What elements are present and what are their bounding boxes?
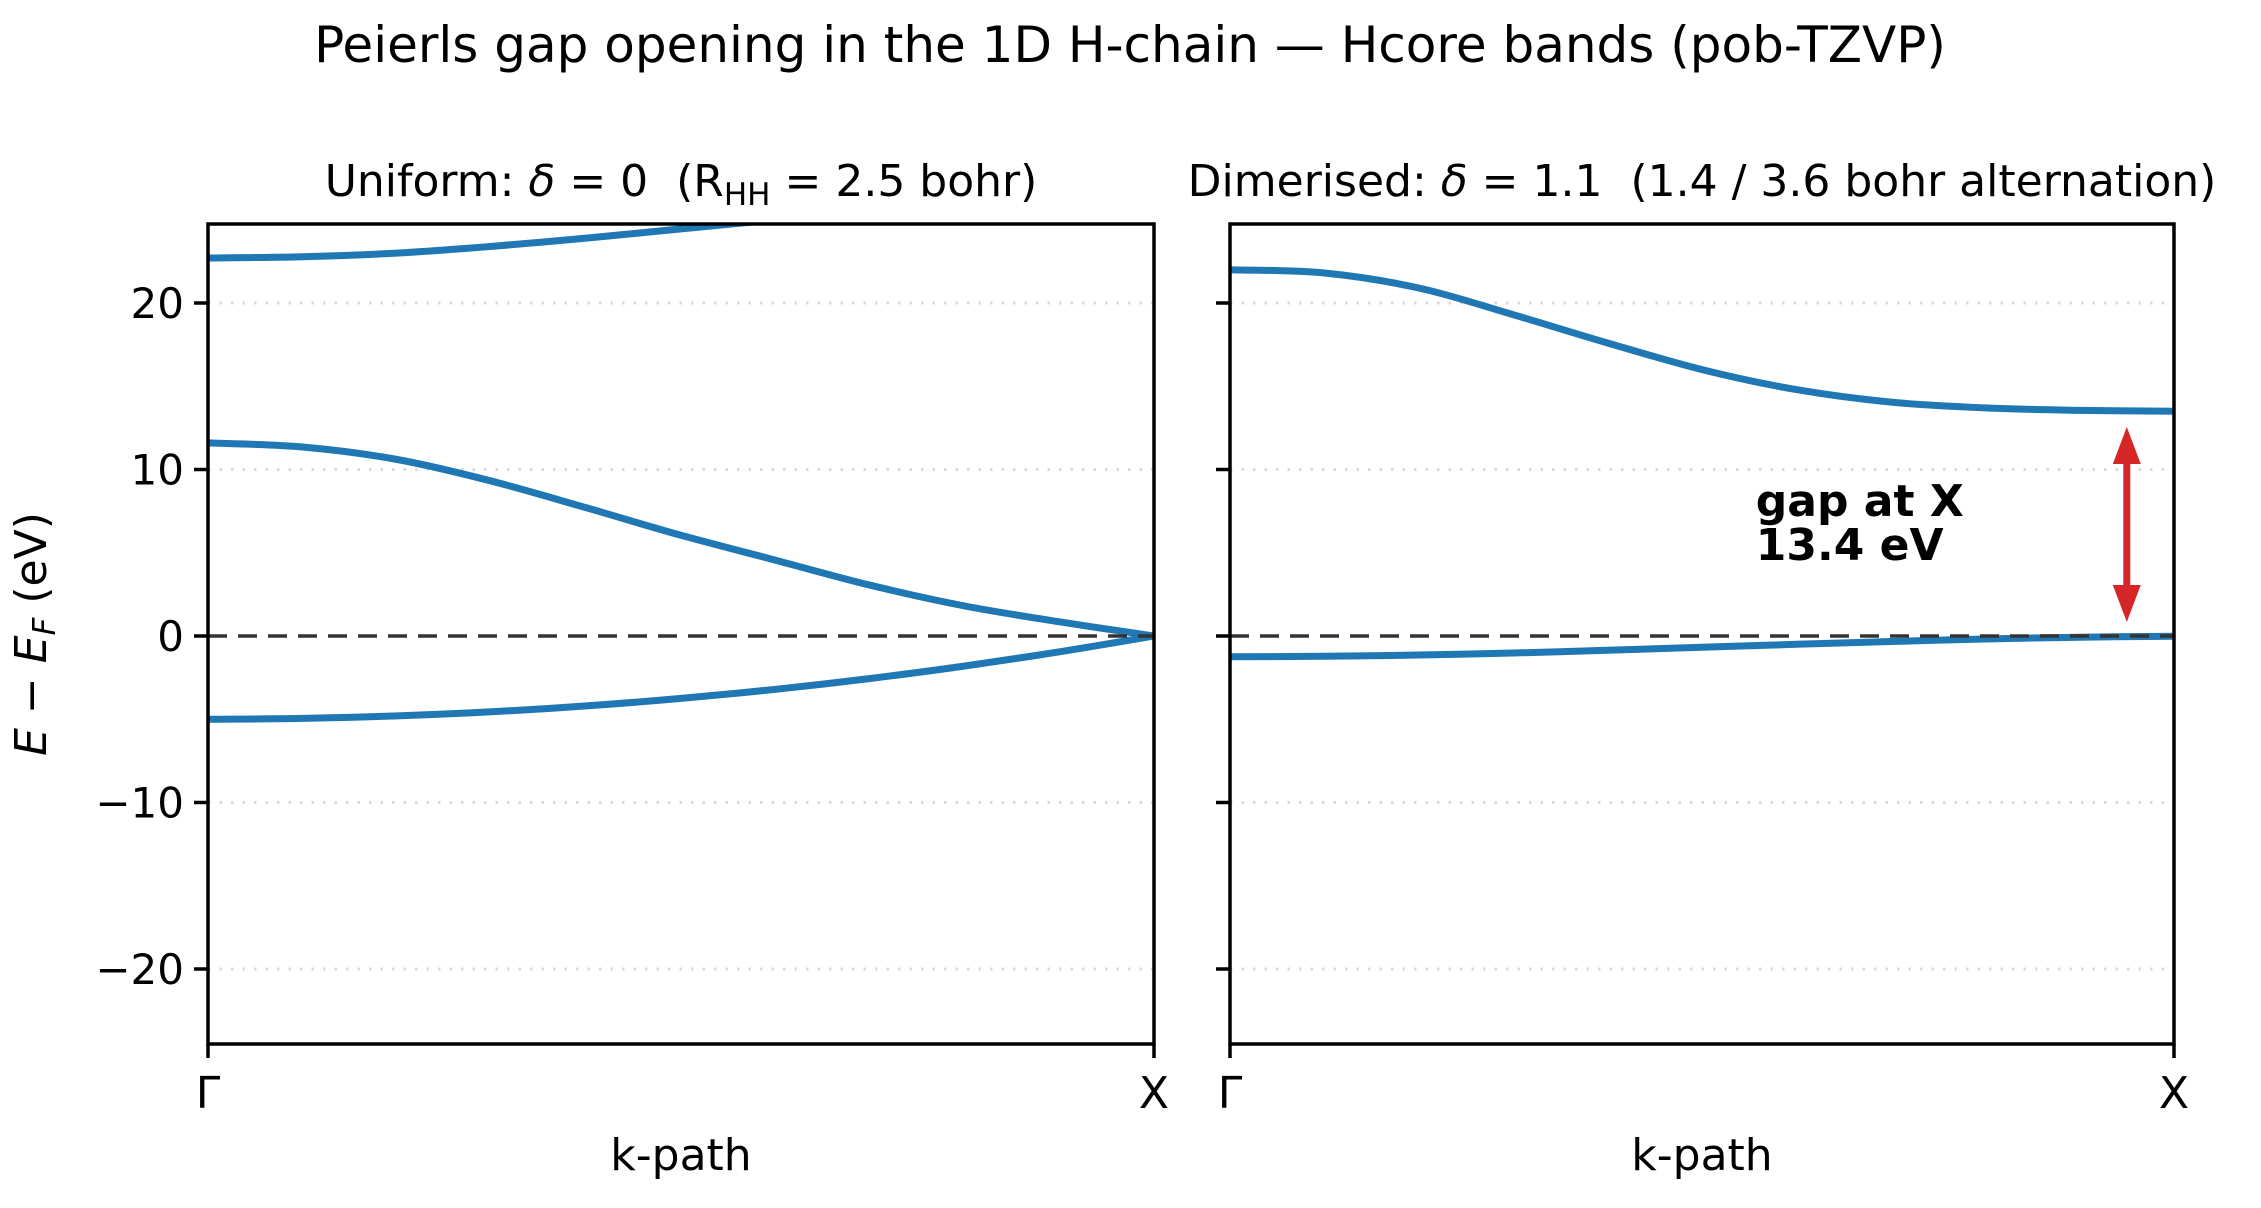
panel-title: Uniform: δ = 0 (RHH = 2.5 bohr) <box>325 156 1038 213</box>
y-tick-label: 0 <box>157 612 184 661</box>
gap-arrow-head-down-icon <box>2112 585 2141 622</box>
x-tick-label-x: X <box>2159 1068 2189 1119</box>
x-tick-label-x: X <box>1139 1068 1169 1119</box>
x-axis-label: k-path <box>1631 1130 1772 1181</box>
panel-uniform: 20 10 0 −10 −20 Γ Xk-path Uniform: δ = 0 (RHH =… <box>95 156 1169 1181</box>
conduction-band-curve <box>1230 266 2174 415</box>
text-part: δ <box>1441 156 1468 207</box>
x-tick-label-gamma: Γ <box>1218 1068 1243 1119</box>
text-part: = 0 (R <box>555 156 724 207</box>
axes-spines <box>1228 222 2176 1046</box>
figure-title: Peierls gap opening in the 1D H-chain — … <box>314 16 1946 74</box>
axes-spines <box>206 222 1156 1046</box>
upper-band-curve <box>208 224 769 262</box>
y-tick-label: 10 <box>131 446 184 495</box>
panel-dimerised: Γ Xk-path Dimerised: δ = 1.1 (1.4 / 3.6 bo… <box>1188 156 2217 1181</box>
text-part: = 1.1 (1.4 / 3.6 bohr alternation) <box>1468 156 2217 207</box>
text-part: (eV) <box>6 512 57 618</box>
y-tick-label: −20 <box>95 945 184 994</box>
y-axis-label: E − EF (eV) <box>6 512 63 756</box>
valence-band-curve <box>1230 632 2174 661</box>
lower-band-curve <box>208 632 1154 723</box>
gap-label-line1: gap at X <box>1756 476 1964 527</box>
y-tick-label: −10 <box>95 779 184 828</box>
text-part: F <box>27 616 63 635</box>
text-part: E <box>6 728 57 756</box>
text-part: δ <box>528 156 555 207</box>
text-part: = 2.5 bohr) <box>771 156 1038 207</box>
x-axis-label: k-path <box>610 1130 751 1181</box>
text-part: Dimerised: <box>1188 156 1441 207</box>
gap-arrow-head-up-icon <box>2112 427 2141 464</box>
x-tick-label-gamma: Γ <box>196 1068 221 1119</box>
gap-annotation: gap at X13.4 eV <box>1756 427 2141 622</box>
middle-band-curve <box>208 439 1154 640</box>
text-part: − <box>6 663 57 728</box>
gap-label-line2: 13.4 eV <box>1756 520 1944 571</box>
y-tick-label: 20 <box>131 279 184 328</box>
text-part: Uniform: <box>325 156 529 207</box>
text-part: HH <box>724 177 771 213</box>
panel-title: Dimerised: δ = 1.1 (1.4 / 3.6 bohr alter… <box>1188 156 2217 207</box>
text-part: E <box>6 635 57 663</box>
